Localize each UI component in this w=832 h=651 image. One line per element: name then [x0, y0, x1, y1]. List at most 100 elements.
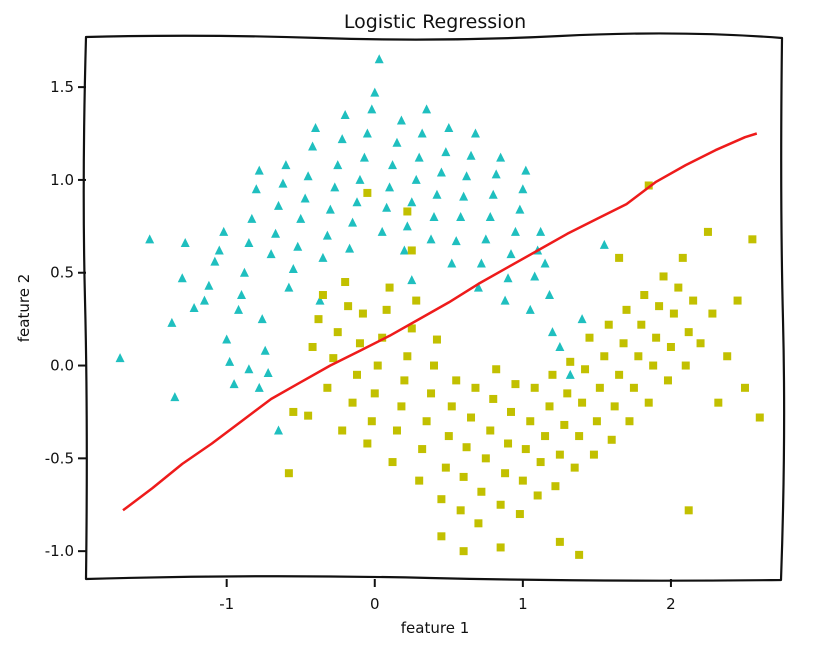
square-point-series1-98	[666, 342, 675, 351]
triangle-point-series0-80	[470, 128, 480, 138]
square-point-series1-61	[530, 383, 539, 392]
triangle-point-series0-8	[204, 280, 214, 290]
triangle-point-series0-18	[244, 238, 254, 248]
triangle-point-series0-94	[521, 165, 531, 175]
triangle-point-series0-81	[473, 282, 483, 292]
triangle-point-series0-34	[300, 193, 310, 203]
triangle-point-series0-83	[481, 234, 491, 244]
square-point-series1-85	[619, 339, 628, 348]
triangle-point-series0-28	[278, 178, 288, 188]
square-point-series1-84	[615, 370, 624, 379]
triangle-point-series0-108	[244, 364, 254, 374]
square-point-series1-72	[570, 463, 579, 472]
square-point-series1-116	[407, 246, 416, 255]
square-point-series1-97	[663, 376, 672, 385]
square-point-series1-62	[533, 491, 542, 500]
triangle-point-series0-31	[288, 264, 298, 274]
square-point-series1-90	[637, 320, 646, 329]
triangle-point-series0-66	[417, 128, 427, 138]
square-point-series1-58	[518, 476, 527, 485]
square-point-series1-64	[541, 432, 550, 441]
triangle-point-series0-53	[370, 87, 380, 97]
square-point-series1-86	[622, 305, 631, 314]
triangle-point-series0-86	[491, 169, 501, 179]
triangle-point-series0-104	[577, 314, 587, 324]
square-point-series1-47	[477, 487, 486, 496]
square-point-series1-43	[462, 443, 471, 452]
square-point-series1-2	[304, 411, 313, 420]
triangle-point-series0-29	[281, 160, 291, 170]
square-point-series1-12	[348, 398, 357, 407]
triangle-point-series0-71	[436, 167, 446, 177]
triangle-point-series0-60	[396, 115, 406, 125]
triangle-point-series0-70	[432, 189, 442, 199]
triangle-point-series0-106	[274, 425, 284, 435]
triangle-point-series0-35	[303, 171, 313, 181]
square-point-series1-31	[418, 445, 427, 454]
triangle-point-series0-85	[488, 189, 498, 199]
square-point-series1-4	[314, 315, 323, 324]
square-point-series1-112	[748, 235, 757, 244]
square-point-series1-101	[678, 253, 687, 262]
triangle-point-series0-1	[145, 234, 155, 244]
square-point-series1-68	[555, 450, 564, 459]
triangle-point-series0-6	[189, 303, 199, 312]
triangle-point-series0-88	[500, 295, 510, 305]
square-point-series1-25	[397, 402, 406, 411]
square-point-series1-71	[566, 357, 575, 366]
square-point-series1-106	[703, 227, 712, 236]
triangle-point-series0-87	[496, 152, 506, 162]
square-point-series1-50	[489, 394, 498, 403]
y-tick-label-5: 1.5	[50, 78, 74, 96]
square-point-series1-105	[696, 339, 705, 348]
square-point-series1-53	[501, 469, 510, 478]
triangle-point-series0-12	[222, 334, 232, 344]
triangle-point-series0-79	[466, 150, 476, 160]
triangle-point-series0-100	[545, 290, 555, 300]
triangle-point-series0-43	[333, 160, 343, 170]
triangle-point-series0-30	[284, 282, 294, 292]
x-tick-label-0: -1	[219, 595, 234, 613]
square-point-series1-1	[289, 407, 298, 416]
triangle-point-series0-5	[180, 238, 190, 248]
square-point-series1-23	[388, 458, 397, 467]
square-point-series1-104	[689, 296, 698, 305]
square-point-series1-29	[412, 296, 421, 305]
square-point-series1-123	[575, 550, 584, 559]
square-point-series1-83	[610, 402, 619, 411]
square-point-series1-109	[723, 352, 732, 361]
triangle-point-series0-57	[385, 182, 395, 192]
square-point-series1-122	[555, 537, 564, 546]
square-point-series1-87	[625, 417, 634, 426]
triangle-point-series0-109	[407, 275, 417, 285]
triangle-point-series0-11	[219, 226, 229, 236]
square-point-series1-108	[714, 398, 723, 407]
square-point-series1-92	[644, 398, 653, 407]
triangle-point-series0-16	[236, 290, 246, 300]
y-tick-label-1: -0.5	[45, 449, 74, 467]
triangle-point-series0-21	[254, 165, 264, 175]
square-point-series1-67	[551, 482, 560, 491]
square-point-series1-111	[740, 383, 749, 392]
square-point-series1-78	[592, 417, 601, 426]
square-point-series1-100	[674, 283, 683, 292]
triangle-point-series0-24	[263, 367, 273, 377]
square-point-series1-88	[629, 383, 638, 392]
triangle-point-series0-90	[506, 249, 516, 259]
triangle-point-series0-45	[340, 109, 350, 119]
triangle-point-series0-39	[318, 252, 328, 262]
triangle-point-series0-47	[348, 217, 358, 227]
triangle-point-series0-51	[362, 128, 372, 138]
square-point-series1-63	[536, 458, 545, 467]
y-tick-label-3: 0.5	[50, 264, 74, 282]
square-point-series1-7	[329, 354, 338, 363]
square-point-series1-26	[400, 376, 409, 385]
square-point-series1-113	[755, 413, 764, 422]
square-point-series1-30	[415, 476, 424, 485]
square-point-series1-66	[548, 370, 557, 379]
y-tick-label-0: -1.0	[45, 542, 74, 560]
triangle-point-series0-37	[311, 122, 321, 132]
square-point-series1-44	[467, 413, 476, 422]
square-point-series1-95	[655, 302, 664, 311]
square-point-series1-45	[471, 383, 480, 392]
